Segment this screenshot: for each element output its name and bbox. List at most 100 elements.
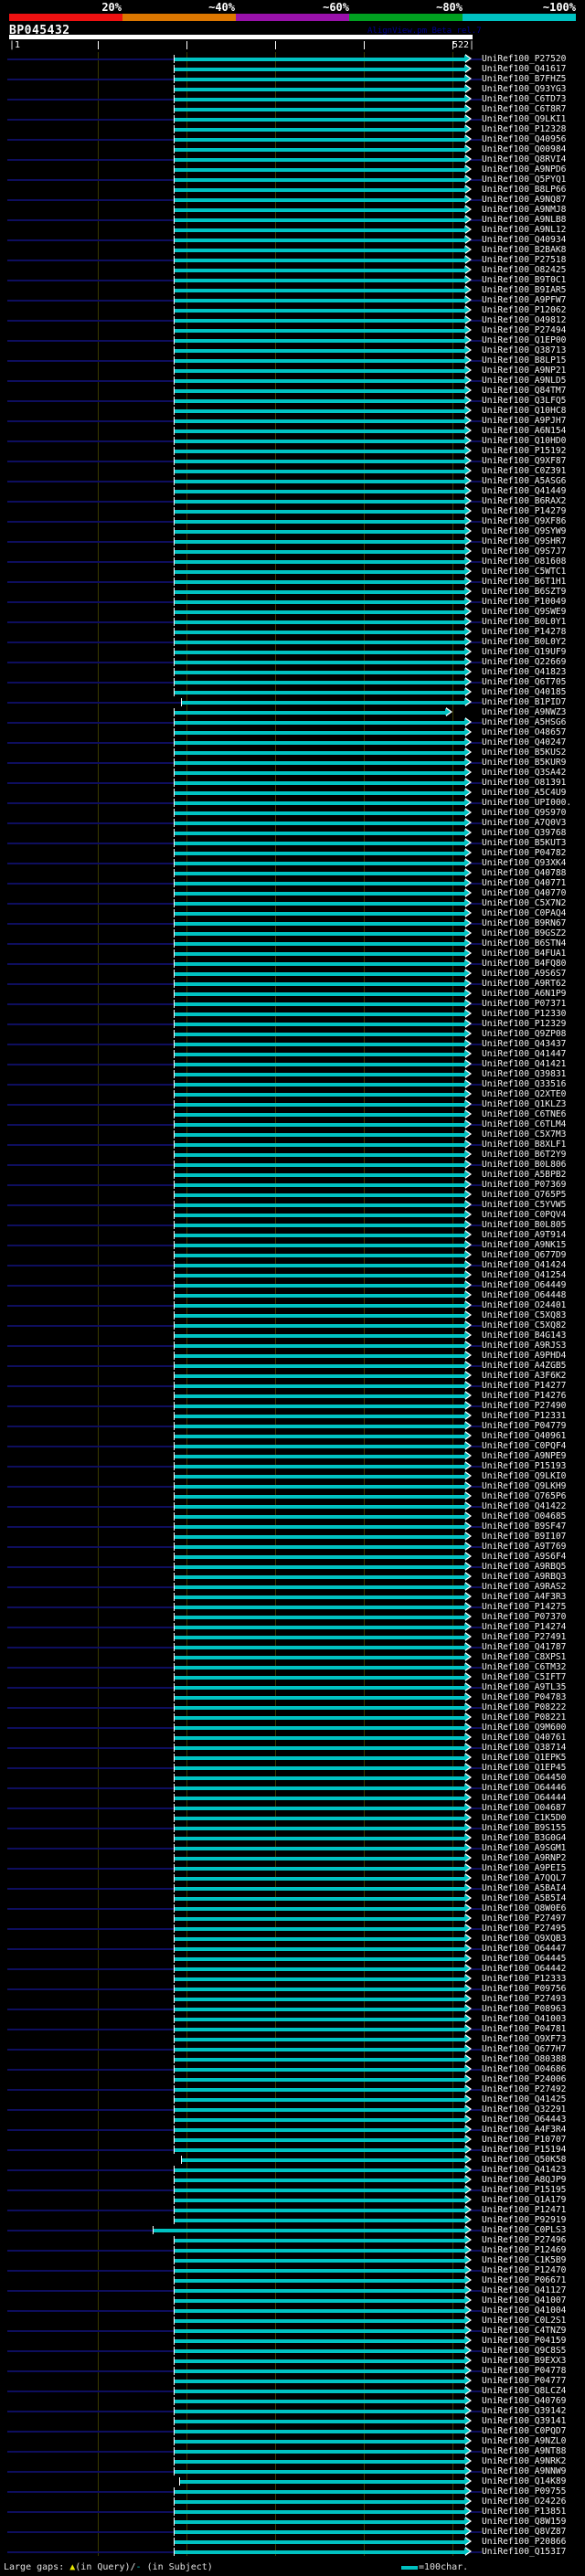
hit-label[interactable]: UniRef100_A9NQ87 (482, 195, 567, 205)
hit-label[interactable]: UniRef100_A6N1P9 (482, 989, 567, 999)
hit-label[interactable]: UniRef100_Q40788 (482, 868, 567, 878)
hit-label[interactable]: UniRef100_Q41421 (482, 1059, 567, 1069)
hit-bar[interactable] (174, 530, 466, 534)
hit-label[interactable]: UniRef100_Q39831 (482, 1069, 567, 1079)
hit-label[interactable]: UniRef100_B9I107 (482, 1532, 567, 1542)
hit-label[interactable]: UniRef100_P27493 (482, 1994, 567, 2004)
hit-label[interactable]: UniRef100_A5BAI4 (482, 1883, 567, 1893)
hit-label[interactable]: UniRef100_C5IFT7 (482, 1672, 567, 1682)
hit-label[interactable]: UniRef100_A4F3R4 (482, 2125, 567, 2135)
hit-label[interactable]: UniRef100_A4ZGB5 (482, 1361, 567, 1371)
hit-label[interactable]: UniRef100_P13851 (482, 2507, 567, 2517)
hit-label[interactable]: UniRef100_Q9ZP08 (482, 1029, 567, 1039)
hit-bar[interactable] (174, 1817, 466, 1820)
hit-bar[interactable] (174, 751, 466, 755)
hit-label[interactable]: UniRef100_A5HSG6 (482, 717, 567, 727)
hit-bar[interactable] (174, 419, 466, 423)
hit-bar[interactable] (174, 1394, 466, 1398)
hit-bar[interactable] (174, 2078, 466, 2082)
hit-label[interactable]: UniRef100_O24401 (482, 1300, 567, 1310)
hit-bar[interactable] (174, 1203, 466, 1207)
hit-bar[interactable] (174, 832, 466, 835)
hit-label[interactable]: UniRef100_P27497 (482, 1913, 567, 1924)
hit-label[interactable]: UniRef100_Q9M600 (482, 1723, 567, 1733)
hit-bar[interactable] (174, 1304, 466, 1308)
hit-bar[interactable] (174, 771, 466, 775)
hit-bar[interactable] (174, 1626, 466, 1629)
hit-label[interactable]: UniRef100_UPI000. (482, 798, 572, 808)
hit-bar[interactable] (174, 1384, 466, 1388)
hit-label[interactable]: UniRef100_Q41425 (482, 2094, 567, 2104)
hit-label[interactable]: UniRef100_P12328 (482, 124, 567, 134)
hit-bar[interactable] (174, 1595, 466, 1599)
hit-bar[interactable] (174, 972, 466, 976)
hit-label[interactable]: UniRef100_P27490 (482, 1401, 567, 1411)
hit-label[interactable]: UniRef100_B6T2Y9 (482, 1150, 567, 1160)
hit-bar[interactable] (174, 249, 466, 252)
hit-bar[interactable] (174, 862, 466, 865)
hit-bar[interactable] (174, 1555, 466, 1559)
hit-bar[interactable] (174, 1575, 466, 1579)
hit-bar[interactable] (174, 580, 466, 584)
hit-label[interactable]: UniRef100_B5KUR9 (482, 758, 567, 768)
hit-label[interactable]: UniRef100_Q40247 (482, 737, 567, 747)
hit-label[interactable]: UniRef100_O81391 (482, 778, 567, 788)
hit-bar[interactable] (174, 2380, 466, 2383)
hit-label[interactable]: UniRef100_Q41424 (482, 1260, 567, 1270)
hit-bar[interactable] (174, 1807, 466, 1810)
hit-bar[interactable] (174, 992, 466, 996)
hit-bar[interactable] (174, 2068, 466, 2072)
hit-bar[interactable] (174, 1706, 466, 1710)
hit-label[interactable]: UniRef100_C5XQ83 (482, 1310, 567, 1320)
hit-bar[interactable] (174, 349, 466, 353)
hit-label[interactable]: UniRef100_Q39141 (482, 2416, 567, 2426)
hit-label[interactable]: UniRef100_O81608 (482, 557, 567, 567)
hit-label[interactable]: UniRef100_P27492 (482, 2084, 567, 2094)
hit-label[interactable]: UniRef100_B6SZT9 (482, 587, 567, 597)
hit-bar[interactable] (174, 2178, 466, 2182)
hit-bar[interactable] (174, 2209, 466, 2212)
hit-label[interactable]: UniRef100_A9PJH7 (482, 416, 567, 426)
hit-bar[interactable] (174, 1535, 466, 1539)
hit-bar[interactable] (174, 2098, 466, 2102)
hit-bar[interactable] (174, 1616, 466, 1619)
hit-label[interactable]: UniRef100_B9RN67 (482, 918, 567, 928)
hit-label[interactable]: UniRef100_O64442 (482, 1964, 567, 1974)
hit-label[interactable]: UniRef100_C1K5B9 (482, 2255, 567, 2265)
hit-label[interactable]: UniRef100_B9EXX3 (482, 2356, 567, 2366)
hit-label[interactable]: UniRef100_A9NWZ3 (482, 707, 567, 717)
hit-bar[interactable] (174, 912, 466, 916)
hit-label[interactable]: UniRef100_B6T1H1 (482, 577, 567, 587)
hit-bar[interactable] (174, 2018, 466, 2021)
hit-label[interactable]: UniRef100_B9IAR5 (482, 285, 567, 295)
hit-bar[interactable] (174, 2118, 466, 2122)
hit-bar[interactable] (174, 1515, 466, 1519)
hit-label[interactable]: UniRef100_O49812 (482, 315, 567, 325)
hit-bar[interactable] (174, 570, 466, 574)
hit-label[interactable]: UniRef100_Q10HD0 (482, 436, 567, 446)
hit-bar[interactable] (174, 620, 466, 624)
hit-label[interactable]: UniRef100_Q41823 (482, 667, 567, 677)
hit-label[interactable]: UniRef100_B7FHZ5 (482, 74, 567, 84)
hit-bar[interactable] (174, 2249, 466, 2253)
hit-label[interactable]: UniRef100_P27491 (482, 1632, 567, 1642)
hit-label[interactable]: UniRef100_P04778 (482, 2366, 567, 2376)
hit-bar[interactable] (174, 610, 466, 614)
hit-bar[interactable] (174, 681, 466, 684)
hit-bar[interactable] (174, 1193, 466, 1197)
hit-bar[interactable] (174, 1495, 466, 1499)
hit-bar[interactable] (174, 1776, 466, 1780)
hit-bar[interactable] (153, 2229, 466, 2232)
hit-bar[interactable] (174, 1857, 466, 1860)
hit-bar[interactable] (174, 822, 466, 825)
hit-label[interactable]: UniRef100_C6TLM4 (482, 1119, 567, 1129)
hit-bar[interactable] (174, 590, 466, 594)
hit-bar[interactable] (174, 1927, 466, 1931)
hit-bar[interactable] (174, 490, 466, 493)
hit-label[interactable]: UniRef100_P09756 (482, 1984, 567, 1994)
hit-label[interactable]: UniRef100_B6RAX2 (482, 496, 567, 506)
hit-bar[interactable] (174, 1324, 466, 1328)
hit-bar[interactable] (174, 781, 466, 785)
hit-label[interactable]: UniRef100_Q6T705 (482, 677, 567, 687)
hit-label[interactable]: UniRef100_Q3SA42 (482, 768, 567, 778)
